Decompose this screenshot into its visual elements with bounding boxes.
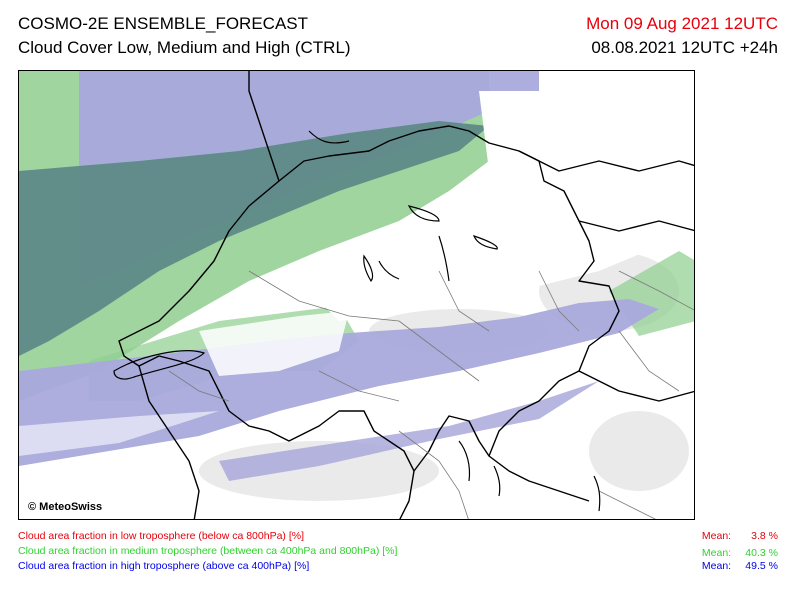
valid-time: Mon 09 Aug 2021 12UTC [586,14,778,33]
legend-low-cloud: Cloud area fraction in low troposphere (… [18,530,304,542]
mean-low-cloud: Mean: 3.8 % [702,530,778,543]
legend-medium-cloud: Cloud area fraction in medium tropospher… [18,545,398,557]
overlap-cloud-area [19,121,489,356]
map-canvas [19,71,694,519]
copyright-label: © MeteoSwiss [25,500,106,514]
mean-value: 3.8 % [751,530,778,542]
legend-high-cloud: Cloud area fraction in high troposphere … [18,560,310,572]
mean-label: Mean: [701,560,732,572]
mean-label: Mean: [701,547,732,559]
lakes [113,130,601,512]
clear-areas [199,91,694,376]
product-title: Cloud Cover Low, Medium and High (CTRL) [18,38,351,57]
mean-value: 40.3 % [745,547,778,559]
cloud-cover-map: © MeteoSwiss [18,70,695,520]
mean-medium-cloud: Mean: 40.3 % [702,547,778,560]
mean-label: Mean: [701,530,732,542]
regional-borders [168,270,694,519]
mean-value: 49.5 % [745,560,778,572]
run-info: 08.08.2021 12UTC +24h [591,38,778,57]
model-title: COSMO-2E ENSEMBLE_FORECAST [18,14,309,33]
country-borders [118,71,694,519]
mean-high-cloud: Mean: 49.5 % [702,560,778,573]
